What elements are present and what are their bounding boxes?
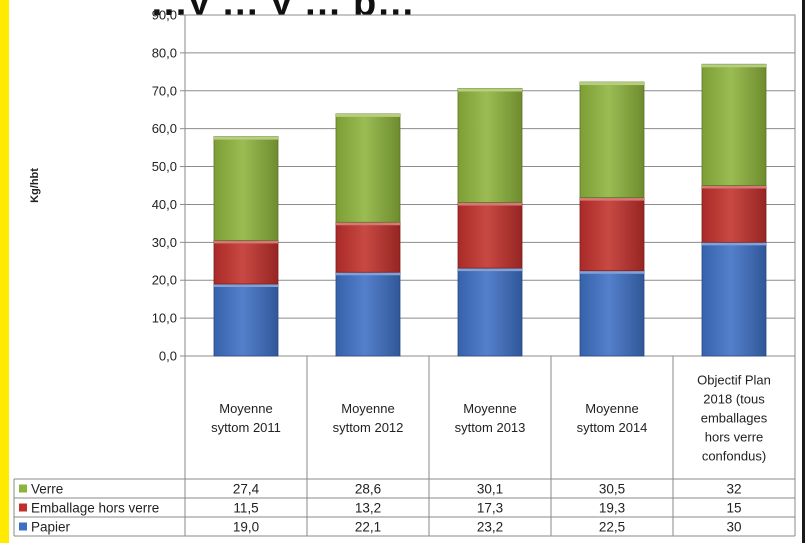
bar-papier bbox=[701, 241, 767, 357]
bar-verre bbox=[701, 63, 767, 186]
table-value: 30,5 bbox=[599, 482, 625, 497]
bar-top-highlight bbox=[458, 88, 522, 92]
bar-top-highlight bbox=[580, 197, 644, 201]
bar-verre bbox=[579, 81, 645, 199]
bar-top-highlight bbox=[458, 268, 522, 272]
bar-verre bbox=[213, 136, 279, 241]
table-value: 22,1 bbox=[355, 520, 381, 535]
y-tick-label: 80,0 bbox=[152, 45, 177, 60]
y-tick-label: 60,0 bbox=[152, 121, 177, 136]
x-category-label: confondus) bbox=[702, 449, 766, 464]
bar-papier bbox=[457, 267, 523, 357]
x-category-label: hors verre bbox=[705, 430, 764, 445]
table-value: 23,2 bbox=[477, 520, 503, 535]
y-tick-label: 30,0 bbox=[152, 235, 177, 250]
table-value: 27,4 bbox=[233, 482, 260, 497]
bar-papier bbox=[579, 270, 645, 357]
left-color-strip bbox=[0, 0, 9, 543]
x-category-label: emballages bbox=[701, 411, 768, 426]
table-value: 30 bbox=[726, 520, 741, 535]
y-tick-label: 70,0 bbox=[152, 83, 177, 98]
table-value: 13,2 bbox=[355, 501, 381, 516]
legend-swatch bbox=[19, 484, 27, 493]
table-value: 19,3 bbox=[599, 501, 625, 516]
x-category-label: Objectif Plan bbox=[697, 373, 771, 388]
bar-verre bbox=[457, 88, 523, 203]
bar-top-highlight bbox=[214, 136, 278, 140]
x-category-label: syttom 2011 bbox=[211, 420, 281, 435]
bar-top-highlight bbox=[580, 270, 644, 274]
x-category-label: Moyenne bbox=[585, 401, 638, 416]
table-value: 19,0 bbox=[233, 520, 259, 535]
x-category-label: Moyenne bbox=[341, 401, 394, 416]
y-tick-label: 40,0 bbox=[152, 197, 177, 212]
bar-top-highlight bbox=[336, 222, 400, 226]
y-tick-label: 20,0 bbox=[152, 273, 177, 288]
bar-emballage-hors-verre bbox=[701, 185, 767, 243]
x-category-label: Moyenne bbox=[219, 401, 272, 416]
bar-emballage-hors-verre bbox=[213, 240, 279, 285]
table-value: 15 bbox=[726, 501, 741, 516]
bar-emballage-hors-verre bbox=[579, 197, 645, 272]
x-category-label: Moyenne bbox=[463, 401, 516, 416]
bar-top-highlight bbox=[336, 272, 400, 276]
table-value: 11,5 bbox=[233, 501, 258, 516]
bar-top-highlight bbox=[214, 284, 278, 288]
right-edge-border bbox=[802, 0, 805, 543]
bar-papier bbox=[335, 271, 401, 357]
bar-top-highlight bbox=[580, 82, 644, 86]
bar-top-highlight bbox=[336, 113, 400, 117]
y-tick-label: 90,0 bbox=[152, 8, 177, 23]
table-value: 22,5 bbox=[599, 520, 625, 535]
bar-top-highlight bbox=[702, 242, 766, 246]
table-value: 17,3 bbox=[477, 501, 503, 516]
legend-series-label: Papier bbox=[31, 520, 71, 535]
x-category-label: syttom 2014 bbox=[577, 420, 648, 435]
table-value: 28,6 bbox=[355, 482, 381, 497]
bar-emballage-hors-verre bbox=[335, 221, 401, 273]
bar-top-highlight bbox=[458, 202, 522, 206]
bar-papier bbox=[213, 283, 279, 357]
y-tick-label: 0,0 bbox=[159, 349, 177, 364]
bar-top-highlight bbox=[702, 64, 766, 68]
bar-emballage-hors-verre bbox=[457, 202, 523, 269]
legend-swatch bbox=[19, 522, 27, 531]
legend-swatch bbox=[19, 503, 27, 512]
bar-verre bbox=[335, 113, 401, 223]
y-axis-label: Kg/hbt bbox=[29, 168, 41, 203]
legend-series-label: Emballage hors verre bbox=[31, 501, 159, 516]
bar-top-highlight bbox=[214, 240, 278, 244]
table-value: 32 bbox=[726, 482, 741, 497]
x-category-label: syttom 2012 bbox=[333, 420, 404, 435]
legend-series-label: Verre bbox=[31, 482, 63, 497]
y-tick-label: 50,0 bbox=[152, 159, 177, 174]
table-value: 30,1 bbox=[477, 482, 503, 497]
bar-top-highlight bbox=[702, 185, 766, 189]
x-category-label: 2018 (tous bbox=[703, 392, 765, 407]
x-category-label: syttom 2013 bbox=[455, 420, 526, 435]
y-tick-label: 10,0 bbox=[152, 311, 177, 326]
